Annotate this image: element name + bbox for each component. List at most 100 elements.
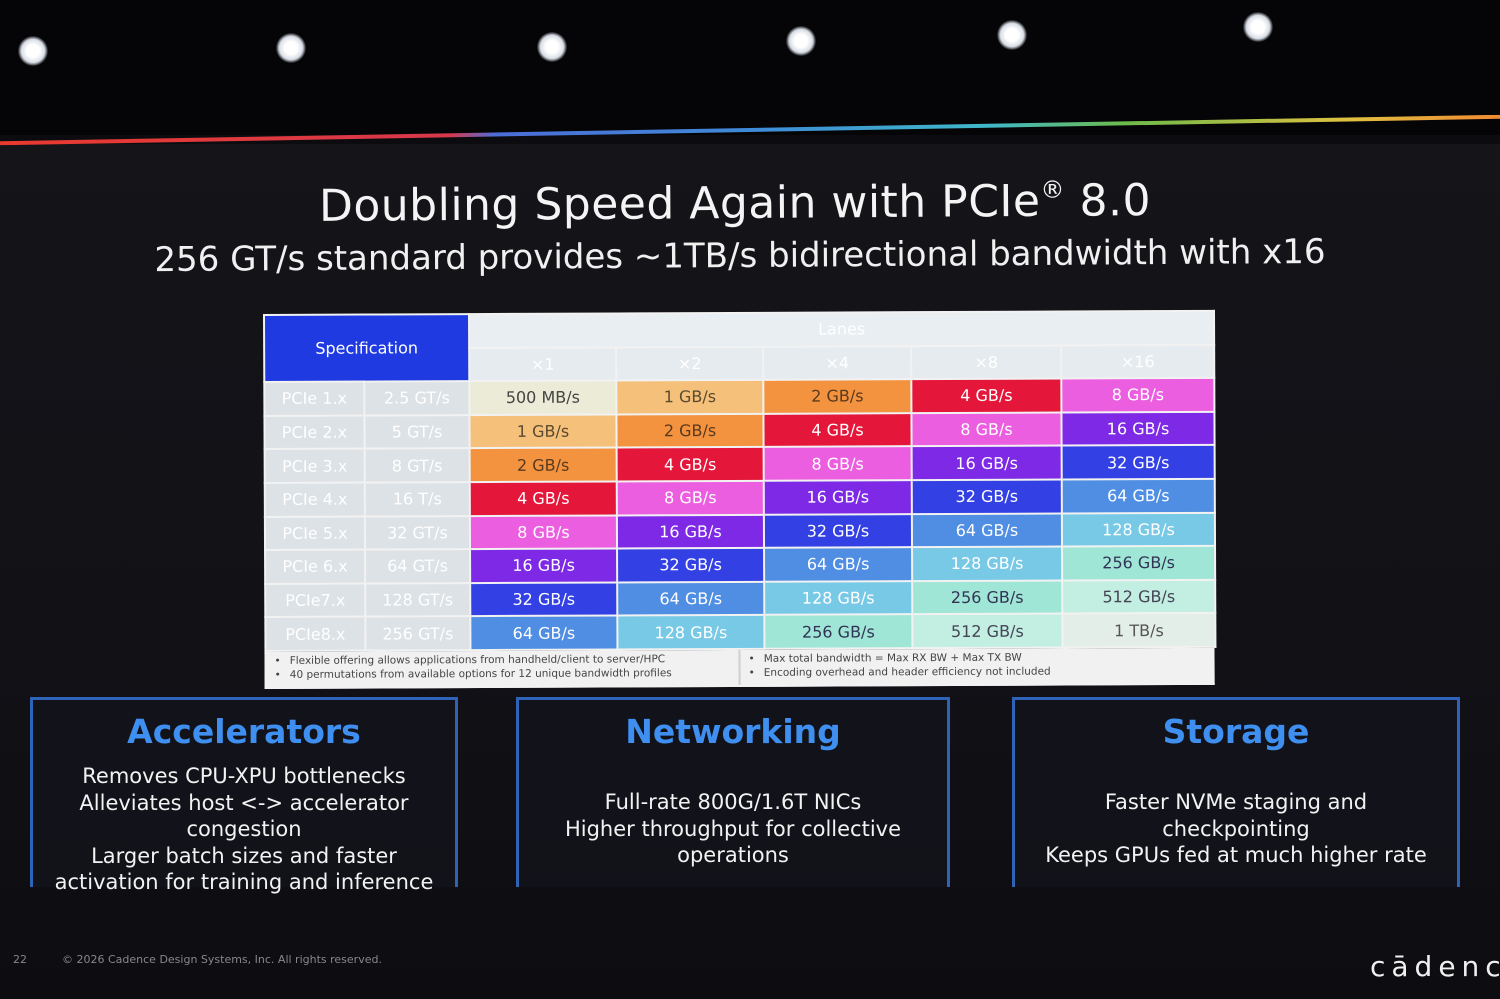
card-line: checkpointing <box>1162 816 1310 841</box>
bandwidth-cell: 128 GB/s <box>617 615 765 650</box>
bandwidth-cell: 8 GB/s <box>616 480 764 516</box>
lane-header: ×8 <box>911 345 1062 380</box>
table-row: PCIe 6.x 64 GT/s 16 GB/s 32 GB/s 64 GB/s 128 … <box>265 546 1216 584</box>
bandwidth-cell: 64 GB/s <box>1061 478 1215 514</box>
generation-cell: PCIe 5.x <box>264 516 366 551</box>
bandwidth-cell: 4 GB/s <box>911 378 1062 413</box>
transfer-rate-cell: 128 GT/s <box>365 582 471 617</box>
cadence-logo: cādence <box>1370 950 1500 983</box>
bandwidth-cell: 16 GB/s <box>911 445 1062 481</box>
card-line: Removes CPU-XPU bottlenecks <box>82 764 406 788</box>
transfer-rate-cell: 8 GT/s <box>364 448 470 483</box>
card-line: Faster NVMe staging and <box>1104 790 1368 814</box>
card-line: Alleviates host <-> accelerator <box>79 790 409 815</box>
bandwidth-cell: 64 GB/s <box>470 615 618 651</box>
card-body: Faster NVMe staging and checkpointing Ke… <box>1015 789 1457 869</box>
bandwidth-cell: 4 GB/s <box>469 481 617 516</box>
bandwidth-cell: 4 GB/s <box>763 412 912 448</box>
notes-right: Max total bandwidth = Max RX BW + Max TX… <box>738 647 1213 685</box>
bandwidth-cell: 2 GB/s <box>469 447 617 483</box>
table-row: PCIe 2.x 5 GT/s 1 GB/s 2 GB/s 4 GB/s 8 GB/s 16… <box>264 411 1215 450</box>
table-row: PCIe 3.x 8 GT/s 2 GB/s 4 GB/s 8 GB/s 16 GB/s 3… <box>264 445 1215 483</box>
table-row: PCIe 1.x 2.5 GT/s 500 MB/s 1 GB/s 2 GB/s 4 GB… <box>264 378 1215 416</box>
ceiling-light <box>1243 12 1273 42</box>
bandwidth-cell: 512 GB/s <box>912 613 1063 649</box>
table-notes: Flexible offering allows applications fr… <box>264 647 1215 689</box>
slide-number: 22 <box>13 953 27 966</box>
card-title: Storage <box>1162 712 1310 751</box>
lane-header: ×4 <box>763 345 912 381</box>
title-text: Doubling Speed Again with PCIe <box>318 175 1041 232</box>
ceiling-light <box>276 33 306 63</box>
bandwidth-cell: 64 GB/s <box>764 547 913 582</box>
ceiling-light <box>997 20 1027 50</box>
bandwidth-cell: 1 TB/s <box>1062 613 1216 648</box>
card-title: Accelerators <box>127 712 361 751</box>
transfer-rate-cell: 16 T/s <box>364 482 470 517</box>
card-body: Removes CPU-XPU bottlenecks Alleviates h… <box>33 763 455 896</box>
card-line: operations <box>677 843 789 867</box>
card-body: Full-rate 800G/1.6T NICs Higher throughp… <box>519 789 947 869</box>
table-row: PCIe7.x 128 GT/s 32 GB/s 64 GB/s 128 GB/s 256… <box>265 579 1216 618</box>
storage-card: Storage Faster NVMe staging and checkpoi… <box>1012 697 1460 887</box>
bandwidth-cell: 32 GB/s <box>617 547 765 583</box>
bandwidth-cell: 500 MB/s <box>469 380 617 415</box>
specification-header: Specification <box>264 314 470 383</box>
bandwidth-cell: 32 GB/s <box>911 479 1062 514</box>
bandwidth-cell: 256 GB/s <box>1062 546 1216 581</box>
table-body: PCIe 1.x 2.5 GT/s 500 MB/s 1 GB/s 2 GB/s 4 GB… <box>264 378 1216 651</box>
note-item: Encoding overhead and header efficiency … <box>749 664 1205 680</box>
bandwidth-cell: 16 GB/s <box>763 480 912 515</box>
generation-cell: PCIe 2.x <box>264 415 365 450</box>
lane-header: ×1 <box>469 347 617 382</box>
table-row: PCIe8.x 256 GT/s 64 GB/s 128 GB/s 256 GB/s 51… <box>265 613 1216 651</box>
lane-header: ×2 <box>616 346 764 381</box>
generation-cell: PCIe 1.x <box>264 381 365 416</box>
bandwidth-cell: 8 GB/s <box>469 515 618 550</box>
bandwidth-table-container: Specification Lanes ×1 ×2 ×4 ×8 ×16 PCIe… <box>263 310 1216 689</box>
ceiling-light <box>786 26 816 56</box>
accelerators-card: Accelerators Removes CPU-XPU bottlenecks… <box>30 697 458 894</box>
generation-cell: PCIe 3.x <box>264 448 365 483</box>
notes-left: Flexible offering allows applications fr… <box>266 650 738 687</box>
bandwidth-cell: 8 GB/s <box>1061 378 1215 413</box>
bandwidth-cell: 128 GB/s <box>764 580 913 616</box>
bandwidth-cell: 16 GB/s <box>470 548 618 583</box>
bandwidth-cell: 32 GB/s <box>470 582 618 617</box>
generation-cell: PCIe8.x <box>265 616 366 651</box>
bandwidth-cell: 32 GB/s <box>763 513 913 548</box>
ceiling <box>0 0 1500 135</box>
bandwidth-cell: 256 GB/s <box>912 580 1063 615</box>
card-line: congestion <box>186 817 302 841</box>
copyright: © 2026 Cadence Design Systems, Inc. All … <box>62 953 382 966</box>
bandwidth-cell: 64 GB/s <box>617 581 765 616</box>
card-line: activation for training and inference <box>54 870 434 894</box>
lanes-header: Lanes <box>469 310 1215 348</box>
transfer-rate-cell: 5 GT/s <box>364 414 470 449</box>
card-line: Higher throughput for collective <box>564 816 902 841</box>
bandwidth-cell: 16 GB/s <box>1061 411 1215 446</box>
registered-mark: ® <box>1040 175 1066 204</box>
bandwidth-cell: 128 GB/s <box>912 546 1063 581</box>
transfer-rate-cell: 32 GT/s <box>364 515 471 550</box>
bandwidth-cell: 512 GB/s <box>1062 579 1216 614</box>
networking-card: Networking Full-rate 800G/1.6T NICs High… <box>516 697 950 887</box>
bandwidth-cell: 8 GB/s <box>911 412 1062 447</box>
bandwidth-cell: 256 GB/s <box>764 614 913 649</box>
note-item: 40 permutations from available options f… <box>275 666 731 682</box>
bandwidth-cell: 4 GB/s <box>616 447 764 482</box>
bandwidth-cell: 2 GB/s <box>763 379 912 414</box>
card-line: Keeps GPUs fed at much higher rate <box>1045 843 1427 867</box>
bandwidth-cell: 64 GB/s <box>911 513 1063 548</box>
card-line: Larger batch sizes and faster <box>91 843 397 868</box>
generation-cell: PCIe 4.x <box>264 482 365 517</box>
bandwidth-cell: 16 GB/s <box>616 514 765 549</box>
bandwidth-cell: 1 GB/s <box>616 380 764 415</box>
transfer-rate-cell: 2.5 GT/s <box>364 381 470 416</box>
generation-cell: PCIe7.x <box>265 583 366 618</box>
card-line: Full-rate 800G/1.6T NICs <box>604 790 862 814</box>
bandwidth-cell: 8 GB/s <box>763 446 912 481</box>
slide-title: Doubling Speed Again with PCIe® 8.0 <box>0 173 1470 234</box>
title-version: 8.0 <box>1064 175 1152 227</box>
bandwidth-cell: 128 GB/s <box>1061 512 1216 547</box>
